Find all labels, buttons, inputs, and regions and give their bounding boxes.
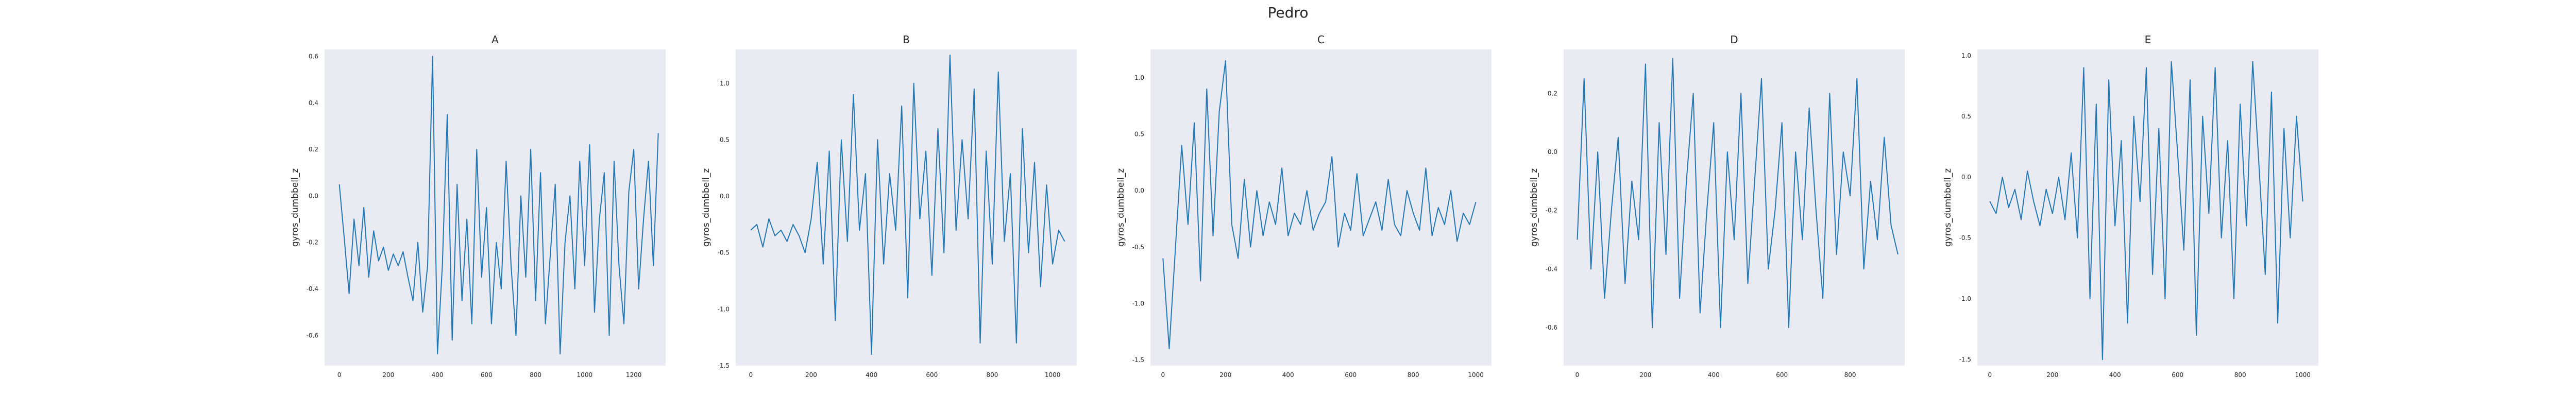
y-tick-label: -1.0: [718, 305, 730, 313]
y-tick-label: 0.6: [309, 53, 318, 60]
x-tick-label: 1200: [626, 371, 642, 379]
x-tick-label: 800: [1408, 371, 1419, 379]
y-tick-label: 0.5: [720, 136, 730, 143]
series-line: [1577, 58, 1899, 329]
y-tick-label: 0.2: [309, 146, 318, 153]
y-tick-label: -1.5: [718, 362, 730, 369]
y-axis-label: gyros_dumbbell_z: [1943, 168, 1953, 247]
x-tick-label: 1000: [577, 371, 593, 379]
y-tick-label: 0.0: [1961, 174, 1971, 181]
y-tick-label: 1.0: [1961, 52, 1971, 59]
x-tick-label: 0: [749, 371, 753, 379]
panel-title: A: [492, 33, 499, 46]
x-tick-label: 1000: [2295, 371, 2311, 379]
y-tick-label: -0.4: [1546, 265, 1557, 272]
x-tick-label: 600: [2172, 371, 2183, 379]
y-tick-label: -0.5: [718, 249, 730, 256]
y-axis-label: gyros_dumbbell_z: [701, 168, 711, 247]
plot-area: [325, 49, 666, 366]
x-tick-label: 600: [481, 371, 493, 379]
x-tick-label: 400: [1282, 371, 1294, 379]
x-tick-label: 0: [1988, 371, 1992, 379]
y-tick-label: 0.2: [1548, 90, 1557, 97]
x-tick-label: 200: [2046, 371, 2058, 379]
x-tick-label: 200: [1639, 371, 1651, 379]
y-tick-label: 1.0: [1134, 74, 1144, 81]
y-tick-label: 0.5: [1961, 113, 1971, 120]
y-tick-label: -1.0: [1132, 300, 1144, 307]
panel-title: E: [2145, 33, 2151, 46]
y-tick-label: 0.0: [309, 192, 318, 199]
y-axis-label: gyros_dumbbell_z: [1116, 168, 1126, 247]
x-tick-label: 0: [337, 371, 342, 379]
x-tick-label: 400: [1708, 371, 1720, 379]
y-tick-label: -1.5: [1132, 356, 1144, 364]
series-line: [750, 55, 1065, 355]
x-tick-label: 0: [1575, 371, 1580, 379]
x-tick-label: 600: [1776, 371, 1788, 379]
x-tick-label: 200: [382, 371, 394, 379]
y-tick-label: -0.6: [307, 332, 318, 339]
y-tick-label: -0.2: [307, 239, 318, 246]
x-tick-label: 0: [1161, 371, 1165, 379]
x-tick-label: 400: [432, 371, 444, 379]
y-tick-label: -0.4: [307, 285, 318, 293]
y-tick-label: 0.0: [720, 193, 730, 200]
y-tick-label: -1.5: [1959, 356, 1971, 363]
x-tick-label: 800: [987, 371, 998, 379]
y-tick-label: 0.0: [1134, 187, 1144, 194]
x-tick-label: 200: [805, 371, 817, 379]
plot-area: [1564, 49, 1905, 366]
y-tick-label: -1.0: [1959, 295, 1971, 302]
y-axis-label: gyros_dumbbell_z: [290, 168, 300, 247]
series-line: [338, 56, 659, 355]
x-tick-label: 800: [2234, 371, 2246, 379]
y-tick-label: -0.5: [1959, 234, 1971, 242]
y-tick-label: 0.4: [309, 99, 318, 107]
y-axis-label: gyros_dumbbell_z: [1529, 168, 1539, 247]
series-line: [1162, 60, 1477, 350]
x-tick-label: 1000: [1468, 371, 1484, 379]
x-tick-label: 400: [2109, 371, 2121, 379]
y-tick-label: -0.2: [1546, 207, 1557, 214]
y-tick-label: 1.0: [720, 80, 730, 87]
y-tick-label: 0.0: [1548, 148, 1557, 156]
x-tick-label: 200: [1219, 371, 1231, 379]
y-tick-label: -0.5: [1132, 244, 1144, 251]
series-line: [1989, 61, 2303, 360]
figure-title: Pedro: [1267, 4, 1309, 21]
x-tick-label: 400: [866, 371, 877, 379]
plot-area: [736, 49, 1077, 366]
y-tick-label: 0.5: [1134, 130, 1144, 138]
x-tick-label: 1000: [1045, 371, 1061, 379]
plot-area: [1150, 49, 1492, 366]
x-tick-label: 800: [530, 371, 541, 379]
x-tick-label: 800: [1844, 371, 1856, 379]
panel-title: B: [903, 33, 910, 46]
y-tick-label: -0.6: [1546, 324, 1557, 331]
x-tick-label: 600: [926, 371, 938, 379]
panel-title: D: [1730, 33, 1738, 46]
panel-title: C: [1317, 33, 1325, 46]
x-tick-label: 600: [1345, 371, 1357, 379]
